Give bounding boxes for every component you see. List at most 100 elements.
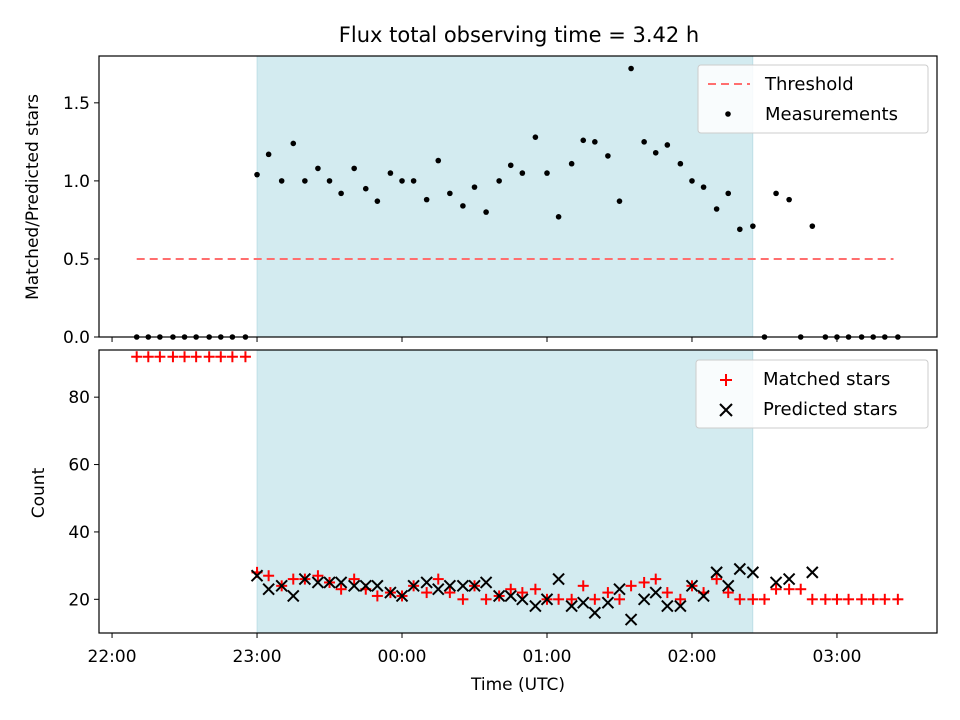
predicted-star-point — [250, 569, 264, 582]
matched-star-point — [602, 587, 614, 599]
count-y-tick-label: 20 — [68, 590, 90, 610]
matched-star-point — [226, 351, 238, 363]
predicted-star-point — [588, 606, 602, 619]
matched-star-point — [806, 593, 818, 605]
predicted-legend-marker — [719, 403, 733, 417]
predicted-star-point — [782, 572, 796, 586]
measurement-point — [605, 153, 611, 159]
predicted-star-point — [540, 593, 554, 606]
measurement-point — [737, 226, 743, 233]
matched-star-point — [758, 593, 770, 605]
measurement-point — [652, 149, 659, 156]
predicted-star-point — [468, 579, 481, 593]
predicted-star-point — [456, 579, 470, 593]
count-y-axis-label: Count — [29, 467, 49, 518]
predicted-star-point — [685, 579, 699, 593]
matched-star-point — [444, 587, 456, 599]
predicted-star-point — [479, 576, 493, 589]
threshold-legend-label: Threshold — [764, 74, 854, 95]
matched-legend-marker — [720, 374, 732, 386]
matched-star-point — [371, 590, 383, 602]
count-legend: Matched stars Predicted stars — [695, 359, 929, 429]
chart-title: Flux total observing time = 3.42 h — [339, 23, 699, 47]
measurement-point — [399, 178, 405, 184]
predicted-star-point — [565, 599, 578, 613]
measurement-point — [423, 196, 430, 203]
matched-star-point — [879, 593, 891, 605]
matched-star-point — [795, 583, 807, 595]
measurement-point — [713, 206, 720, 212]
matched-star-point — [154, 351, 166, 363]
x-tick-label: 22:00 — [88, 647, 137, 667]
measurement-point — [265, 151, 272, 158]
ratio-panel: 0.0 0.5 1.0 1.5 Matched/Predicted stars Thr… — [23, 55, 938, 348]
matched-star-point — [529, 583, 541, 595]
measurement-point — [700, 184, 707, 190]
matched-star-point — [831, 593, 843, 605]
matched-star-point — [312, 570, 324, 582]
predicted-star-point — [311, 576, 325, 589]
predicted-star-point — [371, 579, 384, 593]
predicted-star-point — [334, 576, 348, 589]
measurement-point — [580, 137, 587, 144]
count-y-tick-label: 60 — [68, 456, 90, 476]
predicted-star-point — [432, 582, 445, 596]
measurement-point — [628, 65, 634, 72]
matched-star-point — [432, 573, 444, 585]
matched-star-point — [287, 573, 299, 585]
measurement-point — [315, 165, 321, 172]
measurement-point — [544, 170, 550, 176]
measurement-point — [483, 209, 489, 215]
matched-star-point — [421, 587, 433, 599]
measurement-point — [750, 223, 756, 229]
predicted-legend-label: Predicted stars — [763, 399, 897, 420]
measurement-point — [387, 170, 394, 176]
predicted-star-point — [504, 589, 517, 603]
matched-star-point — [566, 593, 578, 605]
measurement-point — [254, 171, 260, 178]
predicted-star-point — [552, 572, 565, 586]
matched-star-point — [589, 593, 601, 605]
matched-star-point — [553, 593, 565, 605]
matched-star-point — [661, 587, 673, 599]
measurements-legend-marker — [725, 111, 731, 117]
predicted-star-point — [384, 586, 397, 599]
predicted-star-point — [769, 576, 783, 589]
measurement-point — [410, 178, 417, 184]
measurement-point — [435, 157, 442, 164]
measurement-point — [278, 178, 285, 184]
matched-star-point — [747, 593, 759, 605]
ratio-axes-frame — [98, 55, 938, 338]
matched-star-point — [650, 573, 662, 585]
predicted-star-point — [516, 593, 529, 606]
measurement-point — [362, 185, 369, 192]
predicted-star-point — [492, 589, 506, 603]
matched-star-point — [674, 593, 686, 605]
measurement-point — [664, 142, 671, 148]
measurement-point — [447, 190, 453, 197]
measurement-point — [351, 165, 357, 172]
x-tick-label: 02:00 — [667, 647, 716, 667]
matched-star-point — [348, 573, 360, 585]
measurement-point — [374, 198, 381, 204]
measurement-point — [809, 223, 816, 229]
predicted-star-point — [613, 582, 626, 596]
count-observing-span — [256, 349, 754, 634]
predicted-star-point — [710, 566, 723, 579]
measurement-point — [555, 213, 562, 220]
measurement-point — [507, 162, 514, 169]
predicted-star-point — [722, 579, 735, 593]
ratio-legend: Threshold Measurements — [697, 64, 929, 134]
predicted-star-point — [661, 599, 674, 613]
count-y-tick-label: 40 — [68, 523, 90, 543]
predicted-star-point — [806, 566, 819, 579]
matched-star-point — [457, 593, 469, 605]
matched-star-point — [203, 351, 215, 363]
ratio-y-tick-label: 1.0 — [63, 172, 90, 192]
predicted-star-point — [443, 579, 457, 593]
measurement-point — [725, 190, 732, 197]
matched-star-point — [167, 351, 179, 363]
measurement-point — [773, 190, 779, 197]
measurement-point — [471, 184, 478, 190]
